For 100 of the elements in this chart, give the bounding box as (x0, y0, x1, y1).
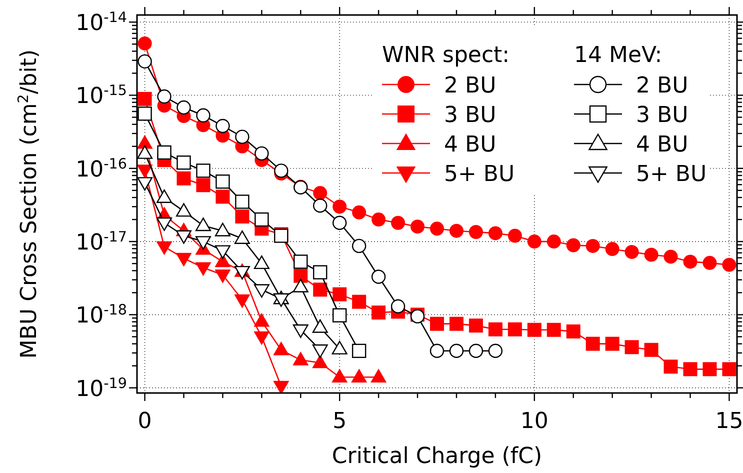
y-tick-label: 10$^{-18}$ (76, 302, 127, 329)
point (274, 164, 288, 178)
x-tick-label: 5 (332, 409, 347, 434)
point (137, 177, 153, 191)
point (468, 225, 483, 240)
point (586, 336, 600, 351)
point (586, 238, 600, 253)
point (546, 234, 561, 249)
point (313, 282, 328, 297)
point (352, 205, 366, 220)
point (215, 270, 230, 283)
point (254, 255, 270, 270)
point (292, 278, 308, 292)
point (372, 306, 386, 320)
point (683, 254, 698, 269)
legend-label: 5+ BU (444, 162, 515, 187)
point (294, 268, 308, 283)
x-tick-label: 10 (520, 409, 548, 434)
point (312, 354, 328, 368)
y-tick-label: 10$^{-16}$ (76, 156, 127, 182)
point (449, 224, 464, 238)
point (351, 369, 367, 383)
point (605, 336, 620, 351)
legend-label: 3 BU (444, 103, 496, 128)
point (410, 220, 425, 234)
point (254, 146, 269, 161)
point (664, 360, 678, 374)
point (644, 342, 658, 357)
point (156, 217, 172, 231)
x-tick-label: 15 (715, 409, 743, 434)
point (138, 36, 152, 50)
point (332, 200, 347, 214)
point (176, 203, 192, 217)
point (390, 299, 406, 314)
point (254, 313, 270, 327)
point (624, 244, 639, 259)
point (156, 189, 172, 203)
annotation: 14 MeV: (574, 43, 662, 68)
point (527, 322, 542, 337)
point (352, 294, 366, 309)
point (430, 222, 444, 236)
point (273, 293, 289, 307)
point (644, 248, 658, 262)
point (488, 322, 502, 336)
y-tick-label: 10$^{-19}$ (76, 376, 127, 402)
point (274, 342, 289, 356)
point (332, 287, 347, 302)
point (468, 318, 483, 333)
point (702, 362, 717, 376)
point (292, 352, 308, 366)
point (176, 171, 191, 186)
point (605, 242, 620, 256)
point (370, 369, 386, 383)
point (312, 319, 328, 333)
point (702, 256, 717, 270)
point (508, 322, 522, 336)
point (722, 362, 736, 376)
point (488, 226, 502, 240)
point (391, 216, 406, 230)
point (372, 212, 386, 227)
point (546, 322, 561, 337)
legend-label: 2 BU (444, 74, 496, 98)
y-tick-label: 10$^{-14}$ (76, 10, 127, 36)
point (683, 362, 698, 376)
point (254, 212, 269, 227)
legend-label: 5+ BU (636, 162, 707, 187)
legend-label: 4 BU (444, 132, 496, 158)
legend-label: 4 BU (636, 132, 688, 158)
point (137, 164, 152, 178)
point (234, 294, 250, 308)
point (508, 228, 522, 243)
point (624, 340, 639, 354)
point (156, 241, 172, 255)
point (157, 89, 172, 104)
point (312, 344, 328, 358)
point (137, 145, 153, 159)
point (157, 145, 172, 160)
point (216, 190, 230, 204)
point (254, 284, 270, 298)
point (332, 340, 348, 354)
y-tick-label: 10$^{-15}$ (76, 83, 127, 110)
point (195, 218, 211, 232)
point (137, 135, 152, 149)
annotation: WNR spect: (382, 43, 510, 68)
point (449, 316, 464, 331)
point (196, 262, 211, 276)
point (566, 238, 580, 252)
point (722, 258, 736, 272)
point (176, 100, 191, 115)
point (430, 316, 444, 331)
point (214, 222, 230, 236)
point (527, 234, 542, 249)
y-tick-label: 10$^{-17}$ (76, 230, 127, 256)
point (664, 250, 678, 264)
x-axis-title: Critical Charge (fC) (332, 444, 542, 469)
point (234, 266, 250, 280)
point (234, 230, 250, 244)
point (196, 178, 210, 192)
point (274, 380, 289, 393)
legend-label: 2 BU (636, 74, 688, 98)
